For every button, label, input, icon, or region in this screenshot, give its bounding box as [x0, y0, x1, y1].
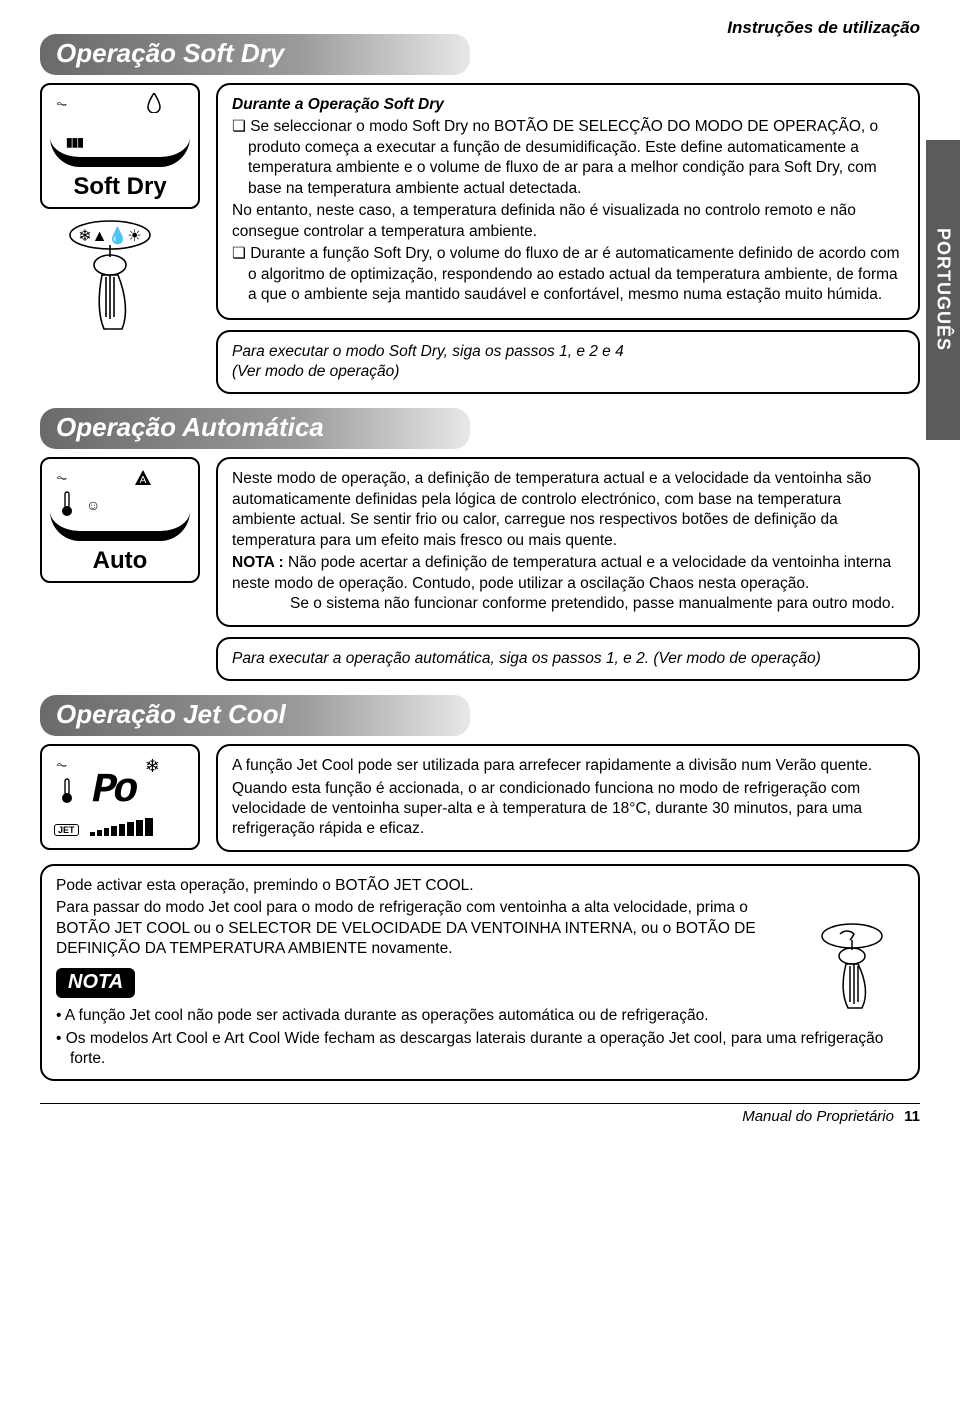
svg-text:❄▲💧☀: ❄▲💧☀: [78, 226, 142, 245]
auto-row: ⏦ A ☺ Auto Neste modo de operação, a def…: [40, 457, 920, 681]
jet-hand-icon: [812, 922, 892, 1012]
softdry-note-pane: Para executar o modo Soft Dry, siga os p…: [216, 330, 920, 395]
auto-nota-label: NOTA :: [232, 554, 288, 571]
remote-screen-auto: ⏦ A ☺: [50, 467, 190, 541]
snowflake-icon: ❄: [145, 756, 160, 777]
auto-left: ⏦ A ☺ Auto: [40, 457, 200, 583]
signal-icon: ⏦: [56, 95, 67, 112]
droplet-icon: [146, 93, 162, 113]
language-tab: PORTUGUÊS: [926, 140, 960, 440]
running-header: Instruções de utilização: [727, 18, 920, 38]
jet-right: A função Jet Cool pode ser utilizada par…: [216, 744, 920, 852]
auto-nota-line: NOTA : Não pode acertar a definição de t…: [232, 553, 904, 594]
hand-press-icon: ❄▲💧☀: [60, 217, 180, 337]
softdry-para-1: No entanto, neste caso, a temperatura de…: [232, 201, 904, 242]
po-display: Po: [92, 766, 134, 814]
auto-mode-icon: A: [134, 469, 152, 487]
thermometer-icon: [60, 778, 74, 804]
signal-icon: ⏦: [56, 469, 67, 486]
section-heading-jet: Operação Jet Cool: [40, 695, 470, 736]
jet-footnote-2: Os modelos Art Cool e Art Cool Wide fech…: [56, 1029, 904, 1070]
auto-pane: Neste modo de operação, a definição de t…: [216, 457, 920, 626]
softdry-bullet-2: Durante a função Soft Dry, o volume do f…: [232, 244, 904, 305]
signal-icon: ⏦: [56, 756, 67, 773]
jet-para-1: A função Jet Cool pode ser utilizada par…: [232, 756, 904, 776]
auto-note-pane: Para executar a operação automática, sig…: [216, 637, 920, 681]
softdry-row: ⏦ ▮▮▮ Soft Dry ❄▲💧☀: [40, 83, 920, 394]
remote-display-jet: ⏦ ❄ Po JET: [40, 744, 200, 850]
section-heading-auto: Operação Automática: [40, 408, 470, 449]
footer-page: 11: [904, 1108, 920, 1125]
fan-speed-icon: [90, 818, 180, 838]
footer: Manual do Proprietário 11: [40, 1108, 920, 1125]
face-icon: ☺: [86, 497, 100, 513]
softdry-bullet-1: Se seleccionar o modo Soft Dry no BOTÃO …: [232, 117, 904, 199]
jet-para-2: Quando esta função é accionada, o ar con…: [232, 779, 904, 840]
softdry-right: Durante a Operação Soft Dry Se seleccion…: [216, 83, 920, 394]
remote-display-auto: ⏦ A ☺ Auto: [40, 457, 200, 583]
auto-nota-body2: Se o sistema não funcionar conforme pret…: [232, 594, 904, 614]
softdry-title: Durante a Operação Soft Dry: [232, 95, 904, 115]
auto-right: Neste modo de operação, a definição de t…: [216, 457, 920, 681]
jet-full-2: Para passar do modo Jet cool para o modo…: [56, 898, 904, 959]
jet-badge: JET: [54, 824, 79, 836]
mode-label-softdry: Soft Dry: [50, 167, 190, 203]
jet-full-1: Pode activar esta operação, premindo o B…: [56, 876, 904, 896]
thermometer-icon: [60, 491, 74, 517]
softdry-pane: Durante a Operação Soft Dry Se seleccion…: [216, 83, 920, 320]
auto-para-1: Neste modo de operação, a definição de t…: [232, 469, 904, 551]
nota-badge: NOTA: [56, 968, 135, 998]
remote-screen: ⏦ ▮▮▮: [50, 93, 190, 167]
jet-footnote-1: A função Jet cool não pode ser activada …: [56, 1006, 904, 1026]
footer-rule: [40, 1103, 920, 1104]
remote-display-softdry: ⏦ ▮▮▮ Soft Dry: [40, 83, 200, 209]
fan-bars-icon: ▮▮▮: [66, 135, 83, 149]
softdry-left: ⏦ ▮▮▮ Soft Dry ❄▲💧☀: [40, 83, 200, 337]
jet-pane: A função Jet Cool pode ser utilizada par…: [216, 744, 920, 852]
section-heading-softdry: Operação Soft Dry: [40, 34, 470, 75]
mode-label-auto: Auto: [50, 541, 190, 577]
svg-text:A: A: [140, 475, 147, 486]
auto-nota-body: Não pode acertar a definição de temperat…: [232, 554, 891, 591]
footer-title: Manual do Proprietário: [742, 1108, 894, 1125]
jet-full-pane: Pode activar esta operação, premindo o B…: [40, 864, 920, 1082]
jet-left: ⏦ ❄ Po JET: [40, 744, 200, 850]
jet-row: ⏦ ❄ Po JET A função Jet Cool pode ser ut…: [40, 744, 920, 852]
remote-screen-jet: ⏦ ❄ Po JET: [50, 754, 190, 840]
